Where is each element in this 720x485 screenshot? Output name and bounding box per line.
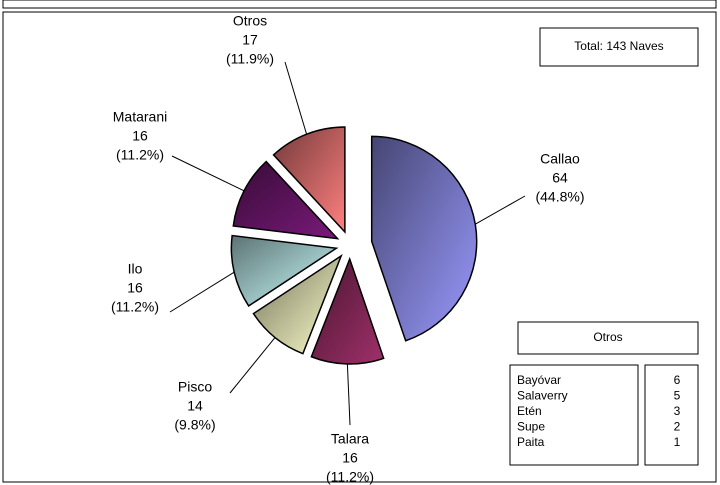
- inset-names-box: [509, 364, 639, 466]
- slice-value: 64: [552, 170, 568, 186]
- leader-line: [346, 363, 351, 426]
- slice-percent: (11.2%): [116, 147, 164, 163]
- inset-title-box: [517, 321, 699, 355]
- leader-line: [229, 337, 276, 394]
- total-box: [539, 27, 699, 67]
- leader-line: [169, 271, 235, 313]
- slice-shade: [253, 255, 342, 354]
- inset-name: Paita: [517, 435, 545, 449]
- slice-percent: (44.8%): [535, 189, 584, 205]
- slice-shade: [233, 161, 338, 239]
- slice-percent: (11.9%): [226, 51, 274, 67]
- inset-value: 2: [674, 420, 681, 434]
- inset-value: 6: [674, 373, 681, 387]
- slice-category: Otros: [233, 13, 267, 29]
- inset-name: Bayóvar: [517, 373, 561, 387]
- inset-value: 5: [674, 389, 681, 403]
- inset-value: 1: [674, 435, 681, 449]
- slice-value: 16: [132, 128, 148, 144]
- inset-name: Etén: [517, 404, 542, 418]
- slice-percent: (9.8%): [174, 417, 215, 433]
- slice-percent: (11.2%): [111, 299, 159, 315]
- slice-value: 17: [242, 32, 258, 48]
- leader-line: [171, 155, 245, 192]
- slice-category: Talara: [331, 431, 369, 447]
- slice-shade: [273, 126, 345, 232]
- slice-shade: [371, 136, 477, 341]
- slice-value: 16: [342, 450, 358, 466]
- inset-name: Salaverry: [517, 389, 568, 403]
- slice-category: Callao: [540, 151, 580, 167]
- inset-name: Supe: [517, 420, 545, 434]
- slice-category: Pisco: [178, 379, 212, 395]
- slice-category: Matarani: [113, 109, 167, 125]
- plot-frame: [2, 11, 717, 483]
- slice-shade: [231, 235, 337, 306]
- slice-value: 16: [127, 280, 143, 296]
- inset-values-box: [644, 364, 699, 466]
- top-frame: [2, 0, 717, 9]
- inset-title: Otros: [593, 330, 622, 344]
- total-label: Total: 143 Naves: [574, 39, 663, 53]
- inset-value: 3: [674, 404, 681, 418]
- slice-percent: (11.2%): [326, 469, 374, 485]
- leader-line: [284, 61, 308, 135]
- slice-value: 14: [187, 398, 203, 414]
- slice-category: Ilo: [128, 261, 143, 277]
- leader-line: [475, 195, 526, 225]
- slice-shade: [311, 258, 384, 364]
